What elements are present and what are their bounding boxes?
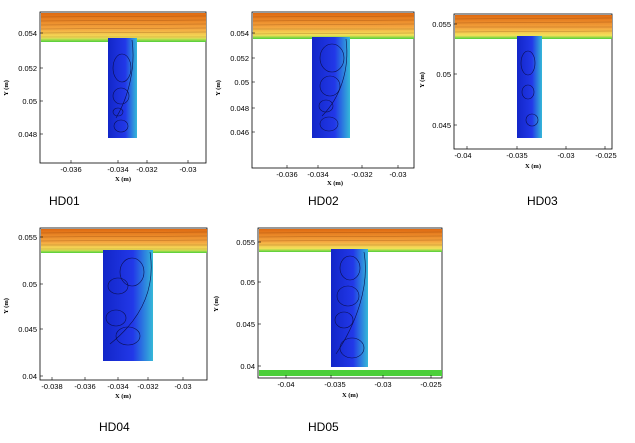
y-axis-ticks: [258, 241, 261, 367]
cavity-vortices: [318, 38, 348, 132]
contour-plot-hd01: -0.036 -0.034 -0.032 -0.03 0.054 0.052 0…: [3, 11, 207, 183]
y-tick-label: 0.045: [432, 121, 451, 130]
contour-plot-hd05: -0.04 -0.035 -0.03 -0.025 0.055 0.05 0.0…: [213, 227, 443, 399]
axes-frame: [39, 11, 207, 164]
y-tick-label: 0.05: [22, 280, 37, 289]
y-axis-ticks: [40, 236, 43, 377]
axes-frame: [39, 227, 208, 381]
lower-interface-strip: [259, 370, 442, 376]
x-tick-label: -0.038: [41, 382, 62, 391]
y-tick-label: 0.05: [234, 78, 249, 87]
y-tick-label: 0.054: [230, 29, 249, 38]
y-tick-label: 0.048: [18, 130, 37, 139]
y-tick-label: 0.055: [18, 233, 37, 242]
cavity-vortices: [520, 50, 539, 127]
axes-frame: [453, 13, 613, 150]
y-tick-label: 0.04: [240, 362, 255, 371]
x-tick-label: -0.03: [557, 151, 574, 160]
x-tick-label: -0.036: [60, 165, 81, 174]
x-axis-title: X (m): [342, 392, 358, 399]
x-tick-label: -0.036: [74, 382, 95, 391]
y-axis-title: Y (m): [3, 298, 10, 314]
x-axis-ticks: [286, 165, 399, 168]
case-label-hd05: HD05: [308, 420, 339, 434]
y-tick-label: 0.055: [236, 238, 255, 247]
x-axis-title: X (m): [115, 393, 131, 400]
contour-plot-hd04: -0.038 -0.036 -0.034 -0.032 -0.03 0.055 …: [3, 227, 208, 400]
channel-streamlines: [40, 15, 207, 38]
cavity-region: [312, 37, 350, 138]
plot-panel-hd01: -0.036 -0.034 -0.032 -0.03 0.054 0.052 0…: [0, 8, 215, 183]
axes-frame: [257, 227, 443, 379]
x-axis-title: X (m): [327, 180, 343, 187]
cavity-vortices: [105, 251, 152, 346]
x-tick-label: -0.032: [351, 170, 372, 179]
y-tick-label: 0.045: [18, 325, 37, 334]
plot-panel-hd02: -0.036 -0.034 -0.032 -0.03 0.054 0.052 0…: [212, 8, 427, 187]
x-tick-label: -0.025: [595, 151, 616, 160]
contour-plot-hd02: -0.036 -0.034 -0.032 -0.03 0.054 0.052 0…: [215, 11, 415, 187]
x-axis-ticks: [70, 160, 189, 163]
y-tick-label: 0.045: [236, 320, 255, 329]
y-tick-label: 0.04: [22, 372, 37, 381]
y-axis-title: Y (m): [419, 72, 426, 88]
channel-streamlines: [252, 15, 415, 35]
y-tick-label: 0.05: [436, 70, 451, 79]
channel-streamlines: [40, 231, 208, 250]
case-label-hd01: HD01: [49, 194, 80, 208]
y-tick-label: 0.052: [230, 54, 249, 63]
y-tick-label: 0.046: [230, 128, 249, 137]
cavity-region: [103, 250, 153, 361]
case-label-hd03: HD03: [527, 194, 558, 208]
x-tick-label: -0.025: [420, 380, 441, 389]
x-axis-title: X (m): [525, 163, 541, 170]
y-axis-ticks: [40, 32, 43, 135]
main-channel-flow: [253, 13, 414, 39]
x-tick-label: -0.03: [174, 382, 191, 391]
x-tick-label: -0.03: [179, 165, 196, 174]
y-tick-label: 0.048: [230, 104, 249, 113]
x-tick-label: -0.04: [277, 380, 294, 389]
plot-panel-hd04: -0.038 -0.036 -0.034 -0.032 -0.03 0.055 …: [0, 224, 215, 400]
y-tick-label: 0.05: [22, 97, 37, 106]
x-tick-label: -0.032: [137, 382, 158, 391]
main-channel-flow: [41, 13, 206, 42]
cavity-vortices: [334, 251, 366, 359]
case-label-hd02: HD02: [308, 194, 339, 208]
y-axis-title: Y (m): [215, 80, 222, 96]
axes-frame: [251, 11, 415, 169]
cavity-region: [331, 249, 368, 367]
channel-streamlines: [258, 231, 443, 246]
x-tick-label: -0.03: [389, 170, 406, 179]
x-tick-label: -0.034: [107, 165, 128, 174]
y-axis-ticks: [454, 23, 457, 126]
x-axis-ticks: [51, 377, 184, 380]
x-tick-label: -0.04: [454, 151, 471, 160]
x-tick-label: -0.034: [307, 170, 328, 179]
plot-panel-hd05: -0.04 -0.035 -0.03 -0.025 0.055 0.05 0.0…: [213, 224, 450, 404]
plot-panel-hd03: -0.04 -0.035 -0.03 -0.025 0.055 0.05 0.0…: [418, 8, 635, 183]
x-tick-label: -0.03: [374, 380, 391, 389]
y-tick-label: 0.052: [18, 64, 37, 73]
y-tick-label: 0.05: [240, 278, 255, 287]
x-tick-label: -0.035: [506, 151, 527, 160]
case-label-hd04: HD04: [99, 420, 130, 434]
x-axis-title: X (m): [115, 176, 131, 183]
x-axis-ticks: [466, 146, 606, 149]
y-axis-title: Y (m): [3, 80, 10, 96]
x-axis-ticks: [285, 375, 432, 378]
x-tick-label: -0.034: [107, 382, 128, 391]
y-axis-ticks: [252, 32, 255, 133]
y-axis-title: Y (m): [213, 296, 220, 312]
contour-plot-hd03: -0.04 -0.035 -0.03 -0.025 0.055 0.05 0.0…: [419, 13, 617, 170]
y-tick-label: 0.055: [432, 20, 451, 29]
y-tick-label: 0.054: [18, 29, 37, 38]
x-tick-label: -0.035: [324, 380, 345, 389]
cavity-vortices: [112, 39, 134, 133]
channel-streamlines: [454, 17, 613, 33]
x-tick-label: -0.036: [276, 170, 297, 179]
x-tick-label: -0.032: [136, 165, 157, 174]
